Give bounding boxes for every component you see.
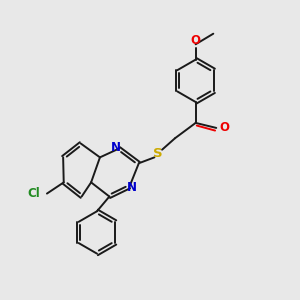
Text: N: N — [127, 181, 137, 194]
Text: S: S — [153, 147, 163, 160]
Text: O: O — [190, 34, 201, 47]
Text: N: N — [111, 141, 121, 154]
Text: O: O — [220, 121, 230, 134]
Text: Cl: Cl — [28, 187, 40, 200]
